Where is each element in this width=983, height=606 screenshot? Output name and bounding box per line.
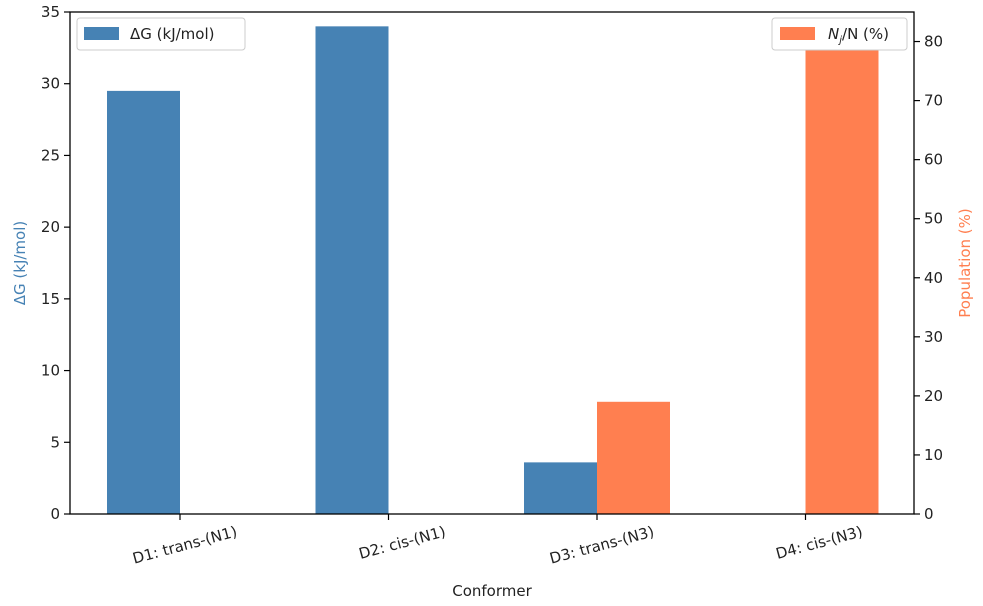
x-tick-label: D1: trans-(N1) [131, 522, 239, 567]
legend-label-n: N [828, 25, 839, 43]
bar-delta-g-3 [524, 462, 597, 514]
legend-label-delta-g: ΔG (kJ/mol) [130, 25, 214, 43]
left-y-tick-label: 10 [41, 362, 60, 380]
legend-delta-g: ΔG (kJ/mol) [76, 17, 246, 51]
left-y-tick-label: 0 [50, 505, 60, 523]
left-y-tick-label: 25 [41, 146, 60, 164]
right-y-tick-label: 70 [924, 92, 943, 110]
x-axis: D1: trans-(N1) D2: cis-(N1) D3: trans-(N3)… [131, 514, 865, 568]
right-y-axis: 0 10 20 30 40 50 60 70 80 [914, 33, 943, 523]
bar-population-4 [805, 35, 879, 514]
left-y-tick-label: 15 [41, 290, 60, 308]
right-y-tick-label: 0 [924, 505, 934, 523]
legend-swatch-delta-g [84, 27, 119, 40]
legend-box [76, 17, 246, 51]
right-y-tick-label: 60 [924, 151, 943, 169]
right-y-tick-label: 80 [924, 33, 943, 51]
right-y-tick-label: 10 [924, 446, 943, 464]
x-tick-label: D3: trans-(N3) [548, 522, 656, 567]
right-y-tick-label: 50 [924, 210, 943, 228]
left-y-tick-label: 20 [41, 218, 60, 236]
bars-group [107, 26, 879, 514]
legend-swatch-population [780, 27, 815, 40]
legend-box [771, 17, 908, 51]
legend-label-population: Nj/N (%) [828, 25, 889, 46]
bar-delta-g-2 [315, 26, 389, 514]
left-y-axis-title: ΔG (kJ/mol) [11, 221, 29, 305]
left-y-tick-label: 30 [41, 75, 60, 93]
legend-label-subscript: j [837, 35, 842, 46]
bar-delta-g-1 [107, 90, 180, 514]
right-y-tick-label: 20 [924, 387, 943, 405]
right-y-tick-label: 30 [924, 328, 943, 346]
bar-population-3 [597, 401, 670, 514]
plot-frame [69, 11, 915, 515]
left-y-tick-label: 5 [50, 433, 60, 451]
left-y-tick-label: 35 [41, 3, 60, 21]
x-tick-label: D4: cis-(N3) [774, 522, 865, 562]
legend-population: Nj/N (%) [771, 17, 908, 51]
right-y-axis-title: Population (%) [956, 208, 974, 318]
x-axis-title: Conformer [452, 582, 532, 600]
left-y-axis: 0 5 10 15 20 25 30 35 [41, 3, 70, 523]
legend-label-rest: /N (%) [842, 25, 889, 43]
x-tick-label: D2: cis-(N1) [357, 522, 448, 562]
right-y-tick-label: 40 [924, 269, 943, 287]
